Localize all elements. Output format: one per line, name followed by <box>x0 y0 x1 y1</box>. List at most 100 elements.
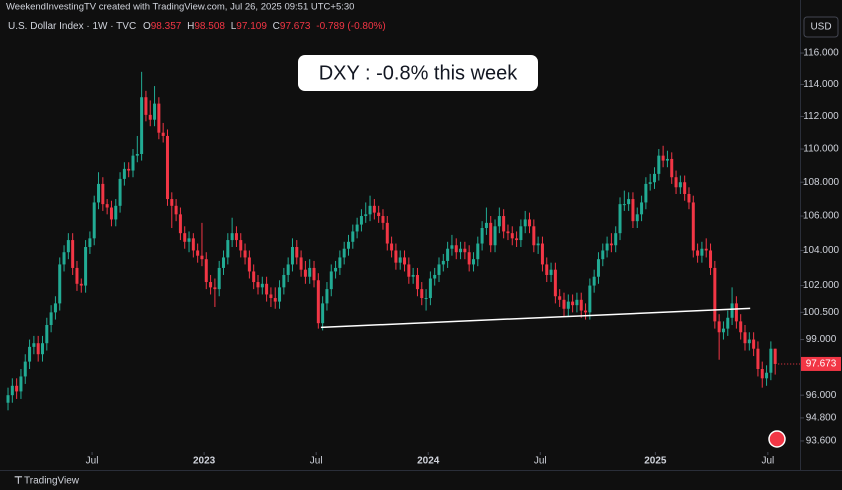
candle-body <box>40 343 44 355</box>
candle-body <box>187 238 191 242</box>
candle-body <box>515 238 519 241</box>
open-label: O <box>143 21 151 32</box>
close-value: 97.673 <box>280 21 311 32</box>
candle-body <box>558 296 562 300</box>
candle-body <box>502 216 506 232</box>
candle-body <box>23 361 27 377</box>
candle-body <box>58 264 62 304</box>
candle-body <box>342 248 346 258</box>
candle-body <box>627 199 631 205</box>
candle-body <box>678 182 682 188</box>
candle-body <box>415 274 419 290</box>
plot: 93.600 94.800 96.000 99.000 100.500 102.000 10… <box>6 48 840 467</box>
candle-body <box>372 205 376 213</box>
candle-body <box>183 233 187 242</box>
candle-body <box>153 103 157 120</box>
event-flag[interactable] <box>768 430 786 448</box>
candle-body <box>437 264 441 275</box>
candle-body <box>325 289 329 304</box>
candle-body <box>265 283 269 295</box>
y-tick-label: 102.000 <box>803 280 840 291</box>
candle-body <box>273 298 277 302</box>
candle-body <box>204 259 208 283</box>
candle-body <box>71 240 75 268</box>
candle-body <box>62 252 66 265</box>
y-tick-label: 104.000 <box>803 245 840 256</box>
candle-body <box>49 312 53 325</box>
candle-body <box>407 264 411 277</box>
candle-body <box>122 168 126 179</box>
candle-body <box>640 202 644 215</box>
annotation: DXY : -0.8% this week <box>319 62 519 84</box>
candle-body <box>592 276 596 286</box>
y-tick-label: 112.000 <box>803 111 839 122</box>
candle-body <box>269 294 273 299</box>
y-tick-label: 94.800 <box>806 413 837 424</box>
candle-body <box>299 257 303 270</box>
candle-body <box>178 214 182 234</box>
candle-body <box>480 228 484 244</box>
candle-body <box>769 348 773 373</box>
candle-body <box>467 252 471 265</box>
y-tick-label: 99.000 <box>806 334 837 345</box>
candle-body <box>424 298 428 300</box>
candle-body <box>459 248 463 253</box>
candle-body <box>79 283 83 286</box>
candle-body <box>32 343 36 347</box>
candle-body <box>601 250 605 260</box>
candle-body <box>10 385 14 396</box>
candle-body <box>308 267 312 277</box>
candle-body <box>290 246 294 265</box>
candle-body <box>230 233 234 241</box>
candle-body <box>657 155 661 174</box>
candle-body <box>355 224 359 232</box>
candle-body <box>377 212 381 217</box>
y-tick-label: 96.000 <box>806 390 837 401</box>
y-tick-label: 110.000 <box>803 144 839 155</box>
candle-body <box>609 243 613 246</box>
candle-body <box>562 299 566 309</box>
candle-body <box>596 259 600 277</box>
currency-box[interactable] <box>803 16 839 38</box>
candle-body <box>278 287 282 302</box>
candle-body <box>765 372 769 379</box>
candle-body <box>45 324 49 344</box>
candle-body <box>571 301 575 306</box>
candle-body <box>614 233 618 246</box>
candle-body <box>226 240 230 258</box>
candle-body <box>295 246 299 258</box>
candle-body <box>148 114 152 120</box>
watermark: WeekendInvestingTV created with TradingV… <box>6 2 354 13</box>
candle-body <box>497 216 501 227</box>
candle-body <box>446 248 450 261</box>
candle-body <box>338 257 342 268</box>
candle-body <box>101 183 105 205</box>
candle-body <box>36 343 40 355</box>
candle-body <box>575 299 579 306</box>
candle-body <box>200 255 204 260</box>
candle-body <box>648 182 652 184</box>
candle-body <box>484 222 488 229</box>
candle-body <box>364 214 368 217</box>
high-value: 98.508 <box>194 21 225 32</box>
candle-body <box>566 301 570 309</box>
candle-body <box>454 245 458 253</box>
candle-body <box>316 280 320 324</box>
candle-body <box>394 250 398 263</box>
x-tick-label: 2024 <box>417 456 440 467</box>
currency[interactable]: USD <box>810 22 831 33</box>
candle-body <box>674 177 678 188</box>
candle-body <box>635 214 639 222</box>
candle-body <box>381 216 385 223</box>
candle-body <box>652 173 656 183</box>
candle-body <box>243 250 247 258</box>
candle-body <box>75 267 79 284</box>
candle-body <box>709 250 713 268</box>
candle-body <box>209 282 213 288</box>
candle-body <box>683 182 687 194</box>
candle-body <box>441 260 445 265</box>
candle-body <box>234 233 238 241</box>
candle-body <box>687 193 691 203</box>
